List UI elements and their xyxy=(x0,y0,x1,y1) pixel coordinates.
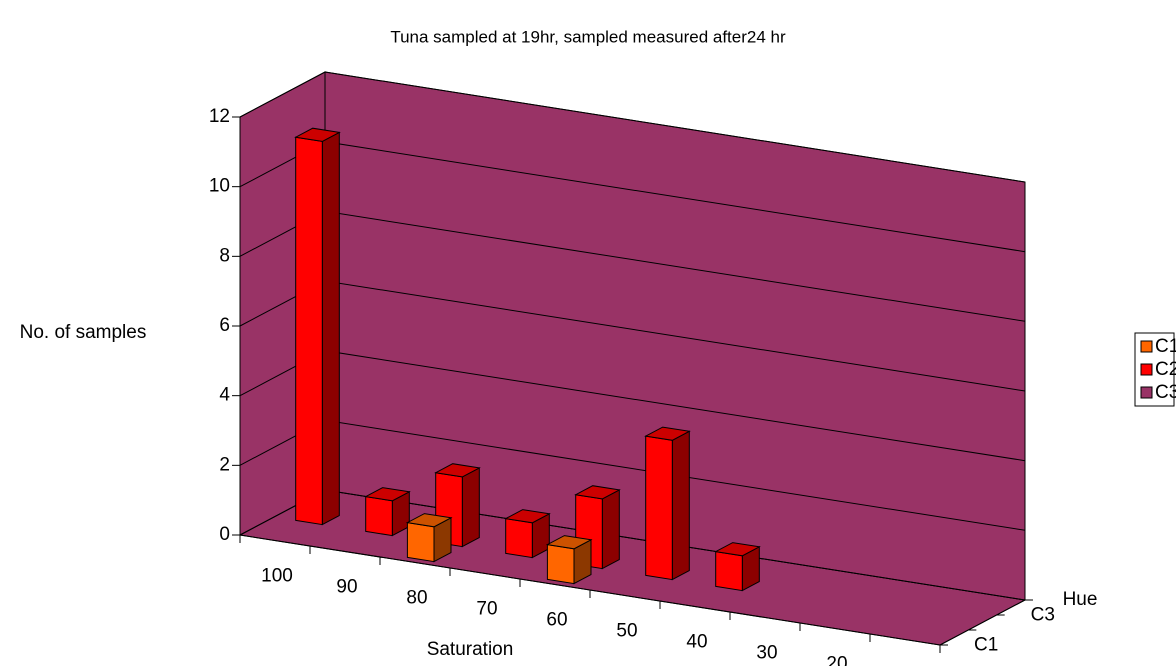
bar-front xyxy=(645,435,673,581)
bar xyxy=(714,542,761,592)
legend-label: C3 xyxy=(1155,382,1176,403)
x-axis-title: Saturation xyxy=(427,639,514,660)
y-tick-label: 12 xyxy=(209,106,230,127)
z-axis-title: Hue xyxy=(1063,589,1098,610)
legend-swatch xyxy=(1140,340,1153,353)
bar-front xyxy=(365,496,393,537)
y-tick-label: 2 xyxy=(219,454,230,475)
bar-top xyxy=(405,513,453,528)
x-tick-label: 50 xyxy=(616,621,637,642)
bar xyxy=(405,513,453,563)
y-tick-label: 4 xyxy=(219,385,230,406)
x-tick-label: 90 xyxy=(336,577,357,598)
legend-label: C2 xyxy=(1155,359,1176,380)
legend-swatch xyxy=(1140,363,1153,376)
x-tick-label: 30 xyxy=(756,643,777,664)
bar xyxy=(644,426,691,581)
x-tick-label: 40 xyxy=(686,632,707,653)
bar-side xyxy=(671,430,690,581)
bar-side xyxy=(461,467,480,548)
bar-front xyxy=(406,522,435,563)
bar-top xyxy=(545,535,593,550)
y-tick-label: 8 xyxy=(219,245,230,266)
z-tick-label: C3 xyxy=(1031,605,1055,626)
bar-front xyxy=(715,551,743,592)
bar-top xyxy=(644,426,691,441)
bar-top xyxy=(364,487,411,502)
z-tick-label: C1 xyxy=(974,635,998,656)
x-tick-label: 10 xyxy=(896,665,917,666)
bar xyxy=(294,127,341,526)
bar-top xyxy=(574,485,621,500)
bar xyxy=(434,463,481,548)
bar-front xyxy=(546,544,575,585)
legend-swatch xyxy=(1140,386,1153,399)
bar-side xyxy=(601,489,620,570)
bar-top xyxy=(434,463,481,478)
x-tick-label: 80 xyxy=(406,588,427,609)
x-tick-label: 70 xyxy=(476,599,497,620)
x-tick-label: 60 xyxy=(546,610,567,631)
x-tick-label: 20 xyxy=(826,654,847,666)
legend-label: C1 xyxy=(1155,336,1176,357)
bar-front xyxy=(295,136,323,526)
y-axis-title: No. of samples xyxy=(20,322,147,343)
bar-top xyxy=(504,509,551,524)
bar-top xyxy=(294,127,341,142)
grid-line xyxy=(239,71,1026,183)
bar-top xyxy=(714,542,761,557)
bar xyxy=(364,487,411,537)
y-tick-label: 10 xyxy=(209,176,230,197)
y-tick-label: 0 xyxy=(219,524,230,545)
bar-front xyxy=(505,518,533,559)
chart-title: Tuna sampled at 19hr, sampled measured a… xyxy=(390,27,786,46)
z-axis xyxy=(939,599,1026,646)
bar xyxy=(545,535,593,585)
x-tick-label: 100 xyxy=(261,566,293,587)
y-tick-label: 6 xyxy=(219,315,230,336)
bar-side xyxy=(321,131,340,526)
bar xyxy=(504,509,551,559)
